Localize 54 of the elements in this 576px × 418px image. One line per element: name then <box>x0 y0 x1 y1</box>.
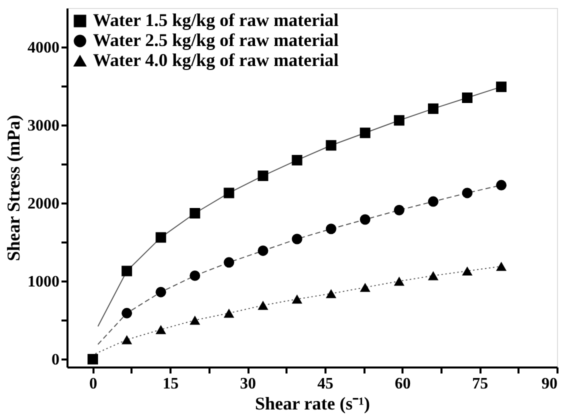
point <box>462 188 472 198</box>
point <box>496 180 507 190</box>
y-tick-label: 4000 <box>28 40 60 57</box>
y-tick-label: 2000 <box>28 196 60 213</box>
point <box>428 196 438 207</box>
point <box>88 354 98 364</box>
y-tick-label: 3000 <box>28 118 60 135</box>
point <box>326 224 336 234</box>
point <box>190 270 200 281</box>
point <box>360 214 370 225</box>
point <box>156 286 166 298</box>
point <box>394 204 404 216</box>
point <box>258 300 268 310</box>
x-tick-label: 0 <box>89 376 98 392</box>
point <box>496 262 507 271</box>
y-tick-label: 1000 <box>28 274 60 291</box>
legend-label: Water 4.0 kg/kg of raw material <box>93 50 339 70</box>
point <box>258 170 268 182</box>
point <box>122 335 132 344</box>
point <box>190 208 200 218</box>
point <box>462 266 472 276</box>
x-tick-label: 60 <box>394 376 411 392</box>
x-tick-label: 45 <box>317 376 334 392</box>
point <box>360 282 370 292</box>
x-tick-label: 15 <box>162 376 179 392</box>
point <box>156 232 166 243</box>
point <box>326 140 336 151</box>
point <box>326 289 336 298</box>
legend-label: Water 1.5 kg/kg of raw material <box>93 10 339 30</box>
point <box>224 257 234 268</box>
y-axis-title: Shear Stress (mPa) <box>4 114 24 262</box>
point <box>428 103 438 114</box>
point <box>292 154 302 166</box>
point <box>394 115 404 126</box>
point <box>292 294 302 304</box>
point <box>496 82 507 92</box>
point <box>292 234 302 244</box>
point <box>258 245 268 256</box>
x-tick-label: 75 <box>472 376 488 392</box>
point <box>122 266 132 276</box>
point <box>122 308 132 318</box>
point <box>224 188 234 198</box>
legend-label: Water 2.5 kg/kg of raw material <box>93 30 339 50</box>
point <box>394 276 404 286</box>
x-tick-label: 90 <box>542 376 558 392</box>
x-axis-title: Shear rate (s⁻¹) <box>254 394 370 414</box>
point <box>360 128 370 138</box>
x-tick-label: 30 <box>240 376 256 392</box>
point <box>156 325 166 334</box>
point <box>462 92 472 103</box>
point <box>428 271 438 280</box>
point <box>224 308 234 318</box>
y-tick-label: 0 <box>52 352 60 369</box>
point <box>190 316 200 325</box>
